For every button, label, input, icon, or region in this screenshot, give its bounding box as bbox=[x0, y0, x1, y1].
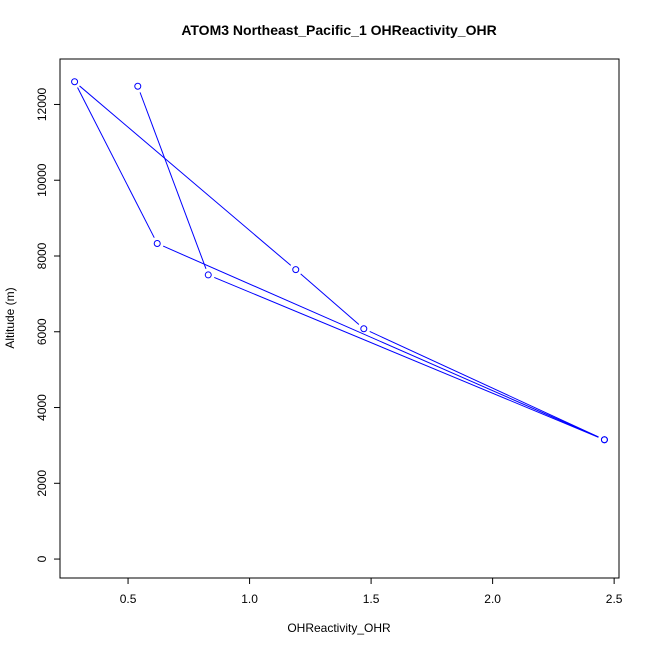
data-point bbox=[134, 82, 142, 90]
data-point bbox=[204, 271, 212, 279]
data-series bbox=[71, 78, 608, 444]
x-tick-label: 1.0 bbox=[241, 592, 258, 606]
y-tick-label: 2000 bbox=[35, 470, 49, 497]
y-tick-label: 4000 bbox=[35, 394, 49, 421]
y-tick-label: 12000 bbox=[35, 87, 49, 121]
y-axis-label: Altitude (m) bbox=[3, 287, 17, 348]
data-point bbox=[292, 266, 300, 274]
series-segment bbox=[214, 276, 599, 438]
series-segment bbox=[300, 273, 360, 325]
y-tick-label: 0 bbox=[35, 555, 49, 562]
chart-title: ATOM3 Northeast_Pacific_1 OHReactivity_O… bbox=[181, 22, 496, 38]
data-point bbox=[600, 436, 608, 444]
data-point bbox=[71, 78, 79, 86]
x-axis: 0.5 1.0 1.5 2.0 2.5 bbox=[120, 577, 623, 606]
x-tick-label: 2.0 bbox=[484, 592, 501, 606]
series-segment bbox=[369, 330, 599, 438]
data-point bbox=[360, 325, 368, 333]
series-segment bbox=[77, 87, 155, 238]
y-tick-label: 6000 bbox=[35, 318, 49, 345]
series-segment bbox=[139, 92, 207, 270]
y-tick-label: 8000 bbox=[35, 242, 49, 269]
y-tick-label: 10000 bbox=[35, 163, 49, 197]
x-tick-label: 0.5 bbox=[120, 592, 137, 606]
series-segment bbox=[79, 85, 292, 266]
x-axis-label: OHReactivity_OHR bbox=[287, 621, 391, 635]
data-point bbox=[153, 239, 161, 247]
series-segment bbox=[162, 245, 599, 438]
x-tick-label: 1.5 bbox=[363, 592, 380, 606]
x-tick-label: 2.5 bbox=[606, 592, 623, 606]
y-axis: 0 2000 4000 6000 8000 10000 12000 bbox=[35, 87, 61, 562]
